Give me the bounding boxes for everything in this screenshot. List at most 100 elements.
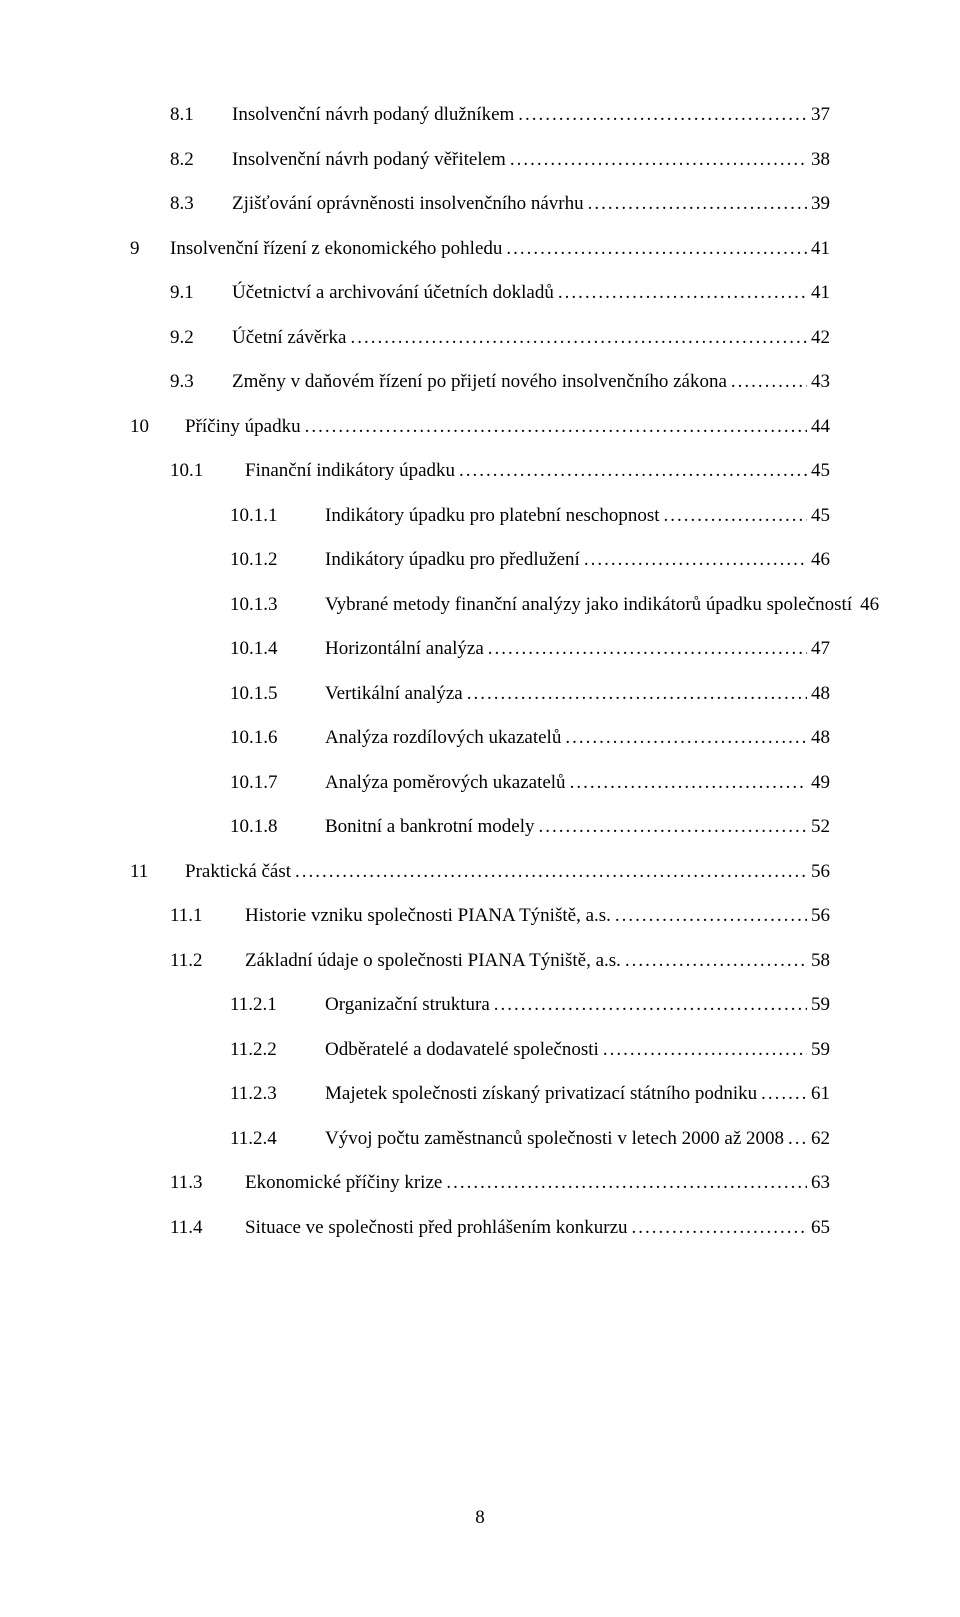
- toc-entry-leader: [603, 1040, 807, 1059]
- toc-entry-title: Horizontální analýza: [325, 639, 488, 658]
- toc-entry: 11Praktická část 56: [130, 862, 830, 881]
- toc-entry-number: 10.1.7: [230, 773, 325, 792]
- toc-entry-number: 11.2.2: [230, 1040, 325, 1059]
- toc-entry-page: 38: [807, 150, 830, 169]
- toc-entry-page: 46: [807, 550, 830, 569]
- toc-entry-title: Vývoj počtu zaměstnanců společnosti v le…: [325, 1129, 788, 1148]
- toc-entry-leader: [488, 639, 807, 658]
- toc-entry-title: Finanční indikátory úpadku: [245, 461, 459, 480]
- toc-entry-leader: [588, 194, 807, 213]
- toc-entry-number: 10.1.5: [230, 684, 325, 703]
- toc-entry-page: 43: [807, 372, 830, 391]
- toc-entry: 9.1Účetnictví a archivování účetních dok…: [130, 283, 830, 302]
- toc-entry-leader: [625, 951, 807, 970]
- toc-entry-leader: [510, 150, 807, 169]
- toc-entry: 8.3Zjišťování oprávněnosti insolvenčního…: [130, 194, 830, 213]
- toc-entry-number: 8.1: [170, 105, 232, 124]
- toc-entry-leader: [305, 417, 807, 436]
- toc-entry: 11.1Historie vzniku společnosti PIANA Tý…: [130, 906, 830, 925]
- toc-entry-leader: [565, 728, 807, 747]
- toc-entry-title: Příčiny úpadku: [185, 417, 305, 436]
- toc-entry-page: 59: [807, 1040, 830, 1059]
- toc-entry: 10.1.6Analýza rozdílových ukazatelů 48: [130, 728, 830, 747]
- toc-entry-page: 37: [807, 105, 830, 124]
- toc-entry-title: Indikátory úpadku pro předlužení: [325, 550, 584, 569]
- toc-entry-number: 8.2: [170, 150, 232, 169]
- toc-entry-page: 48: [807, 728, 830, 747]
- toc-entry-leader: [558, 283, 807, 302]
- toc-entry: 11.2.1Organizační struktura 59: [130, 995, 830, 1014]
- toc-entry-page: 62: [807, 1129, 830, 1148]
- toc-entry-title: Změny v daňovém řízení po přijetí nového…: [232, 372, 731, 391]
- toc-entry-title: Základní údaje o společnosti PIANA Týniš…: [245, 951, 625, 970]
- toc-entry-page: 48: [807, 684, 830, 703]
- toc-entry-leader: [615, 906, 807, 925]
- toc-entry-number: 10.1.3: [230, 595, 325, 614]
- table-of-contents: 8.1Insolvenční návrh podaný dlužníkem 37…: [130, 105, 830, 1237]
- toc-entry-page: 65: [807, 1218, 830, 1237]
- toc-entry-leader: [539, 817, 807, 836]
- toc-entry: 10.1.3Vybrané metody finanční analýzy ja…: [130, 595, 830, 614]
- toc-entry-leader: [446, 1173, 807, 1192]
- toc-entry: 11.4Situace ve společnosti před prohláše…: [130, 1218, 830, 1237]
- toc-entry-leader: [632, 1218, 807, 1237]
- toc-entry-leader: [788, 1129, 807, 1148]
- toc-entry-number: 10.1: [170, 461, 245, 480]
- toc-entry-number: 8.3: [170, 194, 232, 213]
- toc-entry-leader: [584, 550, 807, 569]
- toc-entry-page: 56: [807, 906, 830, 925]
- toc-entry: 10.1.7Analýza poměrových ukazatelů 49: [130, 773, 830, 792]
- toc-entry-leader: [518, 105, 807, 124]
- toc-entry-leader: [731, 372, 807, 391]
- toc-entry: 10.1.2Indikátory úpadku pro předlužení 4…: [130, 550, 830, 569]
- toc-entry-title: Ekonomické příčiny krize: [245, 1173, 446, 1192]
- toc-entry: 11.2.4Vývoj počtu zaměstnanců společnost…: [130, 1129, 830, 1148]
- toc-entry: 8.2Insolvenční návrh podaný věřitelem 38: [130, 150, 830, 169]
- toc-entry-page: 59: [807, 995, 830, 1014]
- toc-entry: 9.3Změny v daňovém řízení po přijetí nov…: [130, 372, 830, 391]
- toc-entry-title: Historie vzniku společnosti PIANA Týništ…: [245, 906, 615, 925]
- toc-entry-number: 10.1.2: [230, 550, 325, 569]
- toc-entry-title: Analýza rozdílových ukazatelů: [325, 728, 565, 747]
- toc-entry-page: 52: [807, 817, 830, 836]
- toc-entry-title: Účetní závěrka: [232, 328, 350, 347]
- toc-entry-number: 11.2.1: [230, 995, 325, 1014]
- toc-entry: 10.1.1Indikátory úpadku pro platební nes…: [130, 506, 830, 525]
- toc-entry-leader: [570, 773, 807, 792]
- toc-entry-page: 45: [807, 461, 830, 480]
- toc-entry-number: 11.1: [170, 906, 245, 925]
- toc-entry-number: 11: [130, 862, 185, 881]
- toc-entry-page: 47: [807, 639, 830, 658]
- toc-entry-page: 63: [807, 1173, 830, 1192]
- toc-entry-number: 10: [130, 417, 185, 436]
- toc-entry-title: Majetek společnosti získaný privatizací …: [325, 1084, 761, 1103]
- document-page: 8.1Insolvenční návrh podaný dlužníkem 37…: [0, 0, 960, 1617]
- toc-entry-title: Účetnictví a archivování účetních doklad…: [232, 283, 558, 302]
- toc-entry-page: 44: [807, 417, 830, 436]
- toc-entry-number: 10.1.6: [230, 728, 325, 747]
- toc-entry: 11.2.2Odběratelé a dodavatelé společnost…: [130, 1040, 830, 1059]
- toc-entry: 10.1Finanční indikátory úpadku 45: [130, 461, 830, 480]
- toc-entry-title: Vybrané metody finanční analýzy jako ind…: [325, 595, 856, 614]
- toc-entry-title: Praktická část: [185, 862, 295, 881]
- toc-entry-title: Zjišťování oprávněnosti insolvenčního ná…: [232, 194, 588, 213]
- toc-entry: 11.2.3Majetek společnosti získaný privat…: [130, 1084, 830, 1103]
- toc-entry: 8.1Insolvenční návrh podaný dlužníkem 37: [130, 105, 830, 124]
- toc-entry-title: Insolvenční návrh podaný dlužníkem: [232, 105, 518, 124]
- toc-entry-leader: [350, 328, 807, 347]
- page-number: 8: [0, 1507, 960, 1529]
- toc-entry-title: Situace ve společnosti před prohlášením …: [245, 1218, 632, 1237]
- toc-entry-page: 61: [807, 1084, 830, 1103]
- toc-entry-title: Bonitní a bankrotní modely: [325, 817, 539, 836]
- toc-entry-page: 39: [807, 194, 830, 213]
- toc-entry: 10.1.8Bonitní a bankrotní modely 52: [130, 817, 830, 836]
- toc-entry: 10.1.5Vertikální analýza 48: [130, 684, 830, 703]
- toc-entry-number: 11.2.4: [230, 1129, 325, 1148]
- toc-entry-leader: [494, 995, 807, 1014]
- toc-entry-title: Analýza poměrových ukazatelů: [325, 773, 570, 792]
- toc-entry-page: 58: [807, 951, 830, 970]
- toc-entry-number: 11.2.3: [230, 1084, 325, 1103]
- toc-entry-title: Odběratelé a dodavatelé společnosti: [325, 1040, 603, 1059]
- toc-entry-page: 45: [807, 506, 830, 525]
- toc-entry: 9.2Účetní závěrka 42: [130, 328, 830, 347]
